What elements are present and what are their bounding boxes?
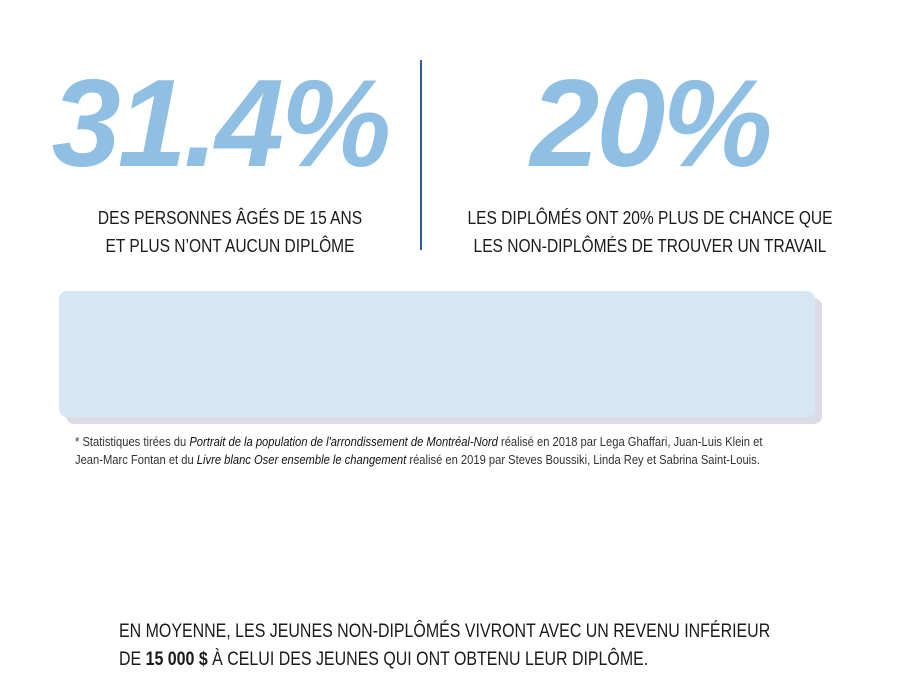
- callout-prefix: DE: [119, 649, 146, 670]
- stat-value-job-chance: 20%: [530, 55, 772, 193]
- footnote-text: * Statistiques tirées du: [75, 434, 190, 449]
- caption-line: DES PERSONNES ÂGÉS DE 15 ANS: [97, 207, 363, 228]
- footnote-text: réalisé en 2019 par Steves Boussiki, Lin…: [406, 452, 760, 467]
- footnote-source: Portrait de la population de l'arrondiss…: [189, 434, 498, 449]
- callout-line: EN MOYENNE, LES JEUNES NON-DIPLÔMÉS VIVR…: [119, 621, 771, 642]
- footnote-text: réalisé en 2018 par Lega Ghaffari, Juan-…: [497, 434, 763, 449]
- stat-value-no-diploma: 31.4%: [51, 55, 392, 193]
- stat-caption-job-chance: LES DIPLÔMÉS ONT 20% PLUS DE CHANCE QUE …: [420, 204, 880, 260]
- stat-caption-no-diploma: DES PERSONNES ÂGÉS DE 15 ANS ET PLUS N’O…: [40, 204, 420, 260]
- footnote-source: Livre blanc Oser ensemble le changement: [196, 452, 407, 467]
- callout-text: EN MOYENNE, LES JEUNES NON-DIPLÔMÉS VIVR…: [119, 618, 770, 674]
- callout-box: EN MOYENNE, LES JEUNES NON-DIPLÔMÉS VIVR…: [59, 291, 815, 670]
- footnote: * Statistiques tirées du Portrait de la …: [75, 433, 762, 469]
- callout-suffix: À CELUI DES JEUNES QUI ONT OBTENU LEUR D…: [207, 649, 649, 670]
- caption-line: ET PLUS N’ONT AUCUN DIPLÔME: [105, 235, 355, 256]
- divider: [420, 60, 422, 250]
- caption-line: LES DIPLÔMÉS ONT 20% PLUS DE CHANCE QUE: [467, 207, 833, 228]
- callout-line: DE 15 000 $ À CELUI DES JEUNES QUI ONT O…: [119, 646, 770, 674]
- caption-line: LES NON-DIPLÔMÉS DE TROUVER UN TRAVAIL: [473, 235, 827, 256]
- callout-amount: 15 000 $: [145, 649, 208, 670]
- footnote-text: Jean-Marc Fontan et du: [75, 452, 197, 467]
